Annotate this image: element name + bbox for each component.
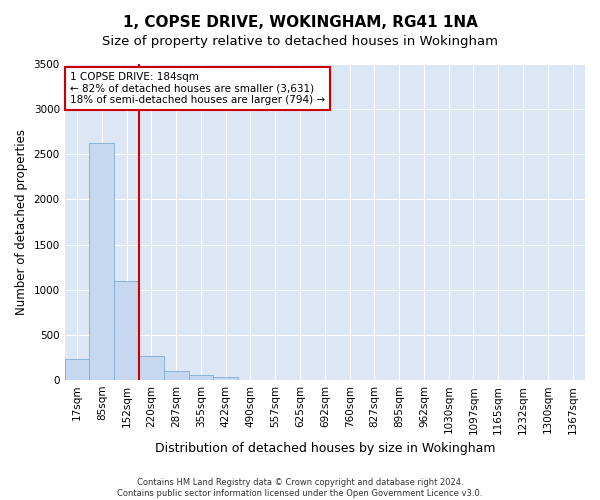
X-axis label: Distribution of detached houses by size in Wokingham: Distribution of detached houses by size …	[155, 442, 495, 455]
Bar	[114, 280, 139, 380]
Text: Size of property relative to detached houses in Wokingham: Size of property relative to detached ho…	[102, 35, 498, 48]
Bar	[89, 142, 114, 380]
Text: 1 COPSE DRIVE: 184sqm
← 82% of detached houses are smaller (3,631)
18% of semi-d: 1 COPSE DRIVE: 184sqm ← 82% of detached …	[70, 72, 325, 105]
Text: Contains HM Land Registry data © Crown copyright and database right 2024.
Contai: Contains HM Land Registry data © Crown c…	[118, 478, 482, 498]
Bar	[164, 371, 188, 380]
Y-axis label: Number of detached properties: Number of detached properties	[15, 129, 28, 315]
Bar	[188, 375, 214, 380]
Text: 1, COPSE DRIVE, WOKINGHAM, RG41 1NA: 1, COPSE DRIVE, WOKINGHAM, RG41 1NA	[122, 15, 478, 30]
Bar	[139, 356, 164, 380]
Bar	[214, 378, 238, 380]
Bar	[65, 360, 89, 380]
